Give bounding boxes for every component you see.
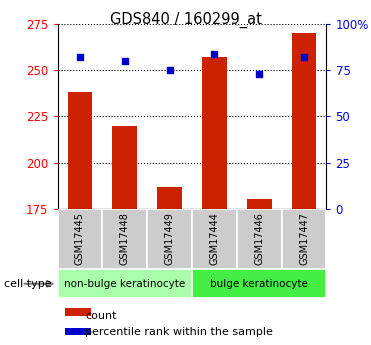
Text: GSM17444: GSM17444 xyxy=(209,212,219,265)
Bar xyxy=(58,209,102,269)
Text: non-bulge keratinocyte: non-bulge keratinocyte xyxy=(64,279,186,289)
Bar xyxy=(282,209,326,269)
Point xyxy=(167,68,173,73)
Point xyxy=(77,55,83,60)
Bar xyxy=(192,269,326,298)
Text: cell type: cell type xyxy=(4,279,51,289)
Text: GDS840 / 160299_at: GDS840 / 160299_at xyxy=(109,12,262,28)
Bar xyxy=(147,209,192,269)
Bar xyxy=(192,209,237,269)
Bar xyxy=(68,92,92,209)
Bar xyxy=(202,57,227,209)
Text: GSM17447: GSM17447 xyxy=(299,212,309,265)
Point xyxy=(211,51,217,57)
Text: GSM17446: GSM17446 xyxy=(254,212,264,265)
Text: percentile rank within the sample: percentile rank within the sample xyxy=(85,327,273,337)
Bar xyxy=(58,269,192,298)
Point xyxy=(256,71,262,77)
Bar xyxy=(112,126,137,209)
Bar xyxy=(247,199,272,209)
Text: GSM17449: GSM17449 xyxy=(165,212,175,265)
Point xyxy=(301,55,307,60)
Bar xyxy=(65,328,91,335)
Bar xyxy=(292,33,316,209)
Bar xyxy=(157,187,182,209)
Point xyxy=(122,58,128,64)
Text: GSM17445: GSM17445 xyxy=(75,212,85,265)
Bar xyxy=(102,209,147,269)
Text: GSM17448: GSM17448 xyxy=(120,212,130,265)
Bar xyxy=(237,209,282,269)
Bar xyxy=(65,308,91,316)
Text: count: count xyxy=(85,311,117,321)
Text: bulge keratinocyte: bulge keratinocyte xyxy=(210,279,308,289)
